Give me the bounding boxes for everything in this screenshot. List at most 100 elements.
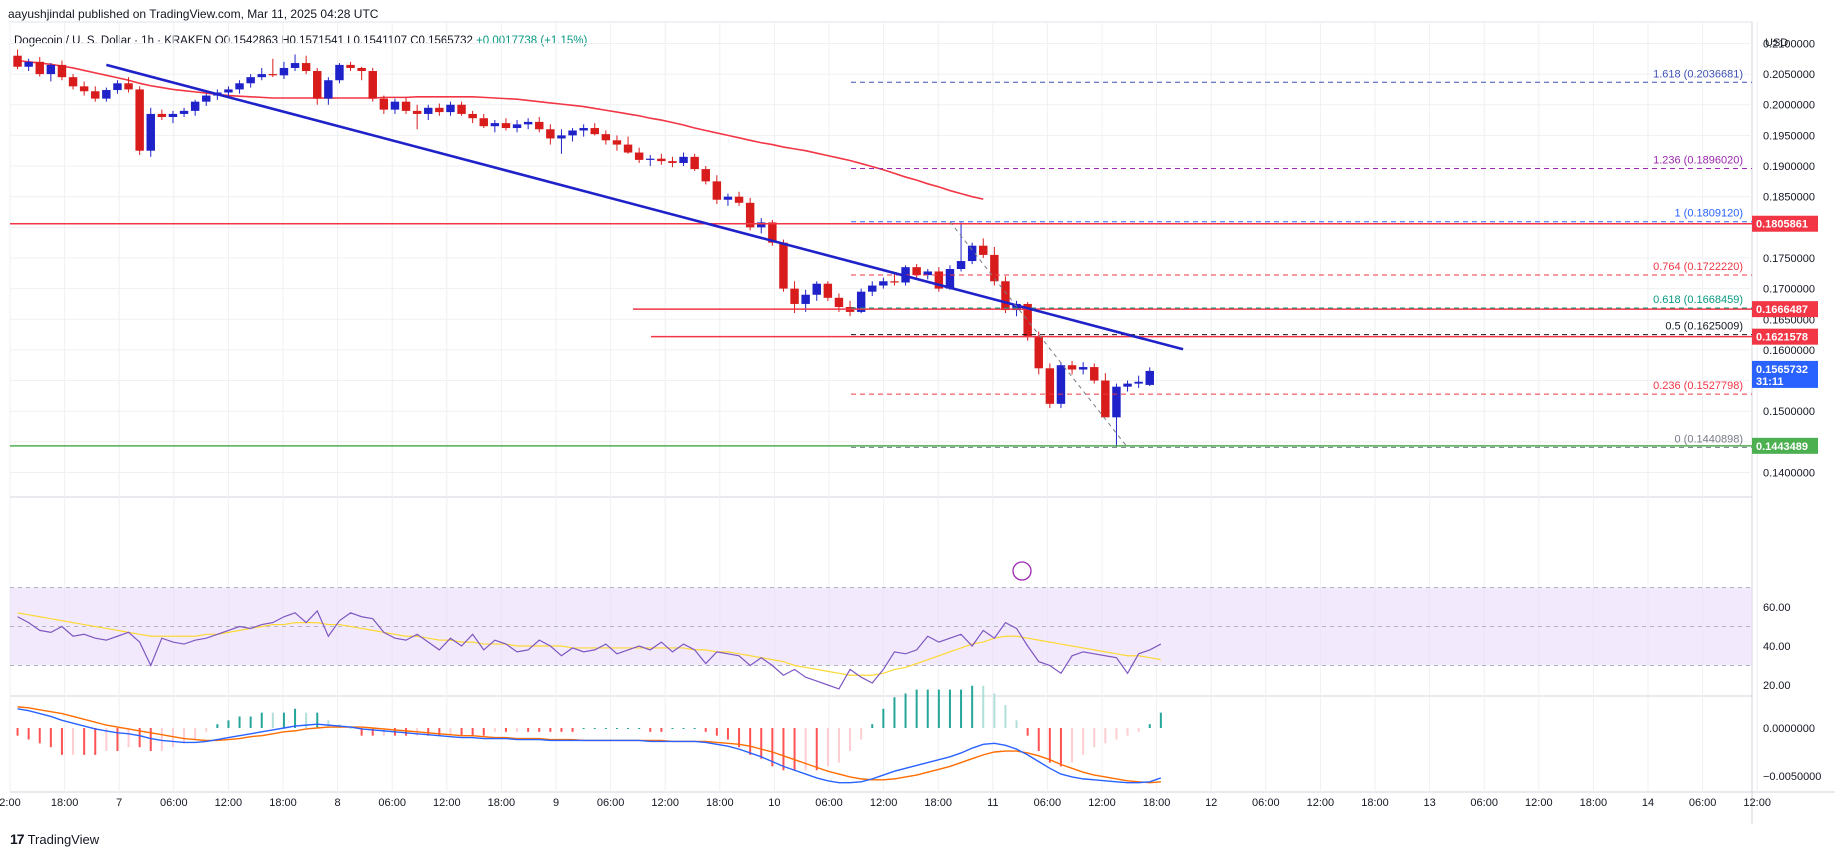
macd-histogram-bar (793, 728, 796, 771)
candle-body (1001, 281, 1010, 311)
macd-histogram-bar (271, 712, 274, 728)
candle-body (790, 288, 799, 304)
candle-body (202, 95, 211, 102)
ohlc-high: H0.1571541 (281, 35, 344, 47)
candle-body (990, 254, 999, 282)
candle-body (646, 158, 655, 160)
candle-body (1123, 383, 1132, 387)
candle-body (546, 129, 555, 139)
macd-histogram-bar (749, 728, 752, 755)
price-tick-label: 0.2000000 (1763, 100, 1815, 112)
macd-histogram-bar (1015, 720, 1018, 728)
candle-body (246, 77, 255, 84)
price-tick-label: 0.2050000 (1763, 69, 1815, 81)
candle-body (446, 104, 455, 113)
candle-body (834, 297, 844, 307)
macd-histogram-bar (138, 728, 141, 748)
macd-histogram-bar (948, 689, 951, 728)
candle-body (734, 196, 744, 203)
candle-body (879, 281, 888, 286)
macd-histogram-bar (227, 720, 230, 728)
macd-histogram-bar (1126, 728, 1129, 736)
time-tick-label: 18:00 (269, 797, 297, 809)
macd-histogram-bar (915, 689, 918, 728)
macd-tick-label: −0.0050000 (1763, 771, 1821, 783)
candle-body (1101, 380, 1110, 418)
symbol-name[interactable]: Dogecoin / U. S. Dollar · 1h · KRAKEN (14, 35, 212, 47)
macd-histogram-bar (926, 689, 929, 728)
candle-body (679, 156, 688, 163)
candle-body (779, 242, 788, 289)
price-tick-label: 0.1750000 (1763, 253, 1815, 265)
candle-body (601, 134, 611, 141)
candle-body (57, 64, 67, 78)
fib-level-label: 1.236 (0.1896020) (1653, 154, 1743, 166)
macd-histogram-bar (649, 728, 652, 732)
macd-histogram-bar (982, 685, 985, 728)
candle-body (146, 113, 155, 151)
flash-icon (1012, 561, 1032, 581)
candle-body (912, 267, 921, 276)
rsi-tick-label: 40.00 (1763, 641, 1791, 653)
time-tick-label: 12:00 (651, 797, 679, 809)
candle-body (723, 196, 733, 200)
candle-body (945, 269, 955, 289)
macd-histogram-bar (937, 689, 940, 728)
tradingview-logo[interactable]: 17 TradingView (10, 831, 99, 847)
macd-histogram-bar (249, 716, 252, 728)
candle-body (1056, 365, 1066, 404)
macd-histogram-bar (493, 728, 496, 732)
candle-body (124, 83, 133, 90)
candle-body (224, 89, 233, 93)
macd-histogram-bar (449, 728, 452, 736)
macd-histogram-bar (527, 728, 530, 732)
time-tick-label: 06:00 (1252, 797, 1280, 809)
candle-body (79, 86, 89, 92)
price-level-tag-text: 0.1443489 (1756, 441, 1808, 453)
time-tick-label: 18:00 (1361, 797, 1389, 809)
price-level-tag (1752, 215, 1818, 232)
candle-body (435, 107, 444, 113)
macd-histogram-bar (1071, 728, 1074, 763)
macd-histogram-bar (149, 728, 152, 752)
candle-body (335, 64, 344, 81)
candle-body (768, 222, 777, 243)
candle-body (1134, 381, 1143, 384)
candle-body (279, 67, 289, 76)
macd-histogram-bar (260, 712, 263, 728)
candle-body (268, 74, 278, 76)
macd-line (17, 708, 1162, 784)
candle-body (1078, 367, 1088, 370)
price-level-tag-text: 0.1805861 (1756, 219, 1808, 231)
candle-body (745, 202, 755, 228)
macd-histogram-bar (904, 693, 907, 728)
candle-body (812, 283, 821, 295)
candle-body (102, 90, 111, 99)
time-tick-label: 8 (335, 797, 341, 809)
last-price-tag-text: 0.1565732 (1756, 364, 1808, 376)
candle-body (68, 77, 78, 87)
time-tick-label: 11 (987, 797, 998, 809)
price-tick-label: 0.1650000 (1763, 314, 1815, 326)
candle-body (1145, 370, 1154, 385)
macd-histogram-bar (160, 728, 163, 752)
macd-histogram-bar (604, 728, 607, 729)
macd-histogram-bar (893, 697, 896, 728)
moving-average-line (17, 59, 984, 200)
candle-body (24, 61, 33, 67)
price-tick-label: 0.1700000 (1763, 284, 1815, 296)
macd-histogram-bar (760, 728, 763, 759)
time-tick-label: 18:00 (488, 797, 516, 809)
macd-histogram-bar (438, 728, 441, 736)
macd-histogram-bar (549, 728, 552, 732)
time-tick-label: 06:00 (597, 797, 625, 809)
macd-histogram-bar (804, 728, 807, 771)
candle-body (590, 128, 599, 135)
macd-histogram-bar (693, 728, 696, 729)
macd-histogram-bar (171, 728, 174, 748)
candle-body (612, 140, 622, 145)
time-tick-label: 12:00 (1088, 797, 1116, 809)
macd-histogram-bar (282, 712, 285, 728)
macd-histogram-bar (1059, 728, 1062, 767)
